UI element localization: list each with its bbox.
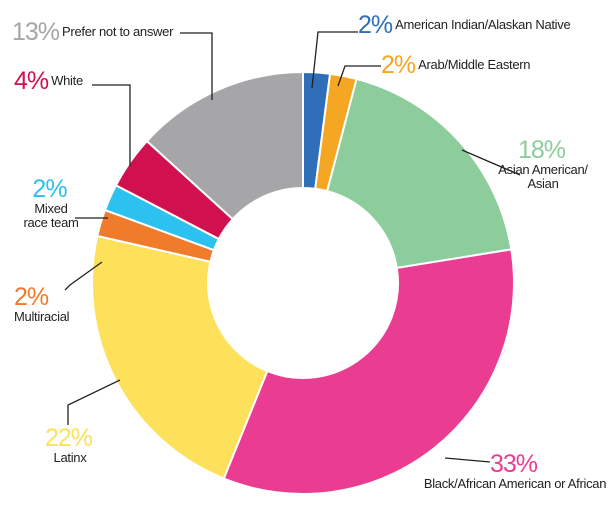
category-label: Multiracial xyxy=(14,309,70,325)
value-label: 2% xyxy=(32,175,67,203)
slice-label: 2% Multiracial xyxy=(14,283,70,325)
leader-line xyxy=(444,457,491,463)
slice xyxy=(302,70,332,190)
value-label: 2% xyxy=(358,11,393,39)
slice-label: 2% Arab/Middle Eastern xyxy=(381,51,531,79)
leader-line xyxy=(67,379,121,425)
slice-label: 2% Mixed race team xyxy=(22,176,80,230)
slice xyxy=(96,208,216,264)
slice-label: 13% Prefer not to answer xyxy=(12,18,174,46)
slice xyxy=(222,248,515,495)
category-label: Prefer not to answer xyxy=(62,24,174,40)
value-label: 22% xyxy=(44,424,93,452)
slice xyxy=(145,70,304,221)
value-label: 18% xyxy=(517,136,566,164)
leader-line xyxy=(461,149,521,176)
category-label: Arab/Middle Eastern xyxy=(418,57,531,73)
value-label: 13% xyxy=(12,18,60,46)
slice xyxy=(114,139,235,241)
category-label: American Indian/Alaskan Native xyxy=(395,17,571,33)
value-label: 33% xyxy=(489,450,538,478)
value-label: 2% xyxy=(14,283,49,311)
leader-line xyxy=(92,84,131,166)
slice xyxy=(325,77,513,269)
value-label: 4% xyxy=(14,67,49,95)
leader-line xyxy=(311,31,358,89)
leader-line xyxy=(64,261,103,291)
slice-label: 22% Latinx xyxy=(40,425,100,465)
leader-line xyxy=(180,32,213,100)
leader-line xyxy=(337,65,381,87)
category-label: Asian American/ Asian xyxy=(498,162,588,191)
slice-label: 4% White xyxy=(14,67,83,95)
category-label: Latinx xyxy=(53,450,87,466)
category-label: Mixed race team xyxy=(23,201,79,230)
category-label: Black/African American or African xyxy=(423,476,607,492)
slice xyxy=(103,184,221,252)
slice-label: 18% Asian American/ Asian xyxy=(498,137,588,191)
category-label: White xyxy=(51,73,83,89)
slice xyxy=(314,72,358,193)
slice-label: 33% Black/African American or African xyxy=(410,451,616,491)
slice xyxy=(91,234,269,480)
slice-label: 2% American Indian/Alaskan Native xyxy=(358,11,571,39)
value-label: 2% xyxy=(381,51,416,79)
